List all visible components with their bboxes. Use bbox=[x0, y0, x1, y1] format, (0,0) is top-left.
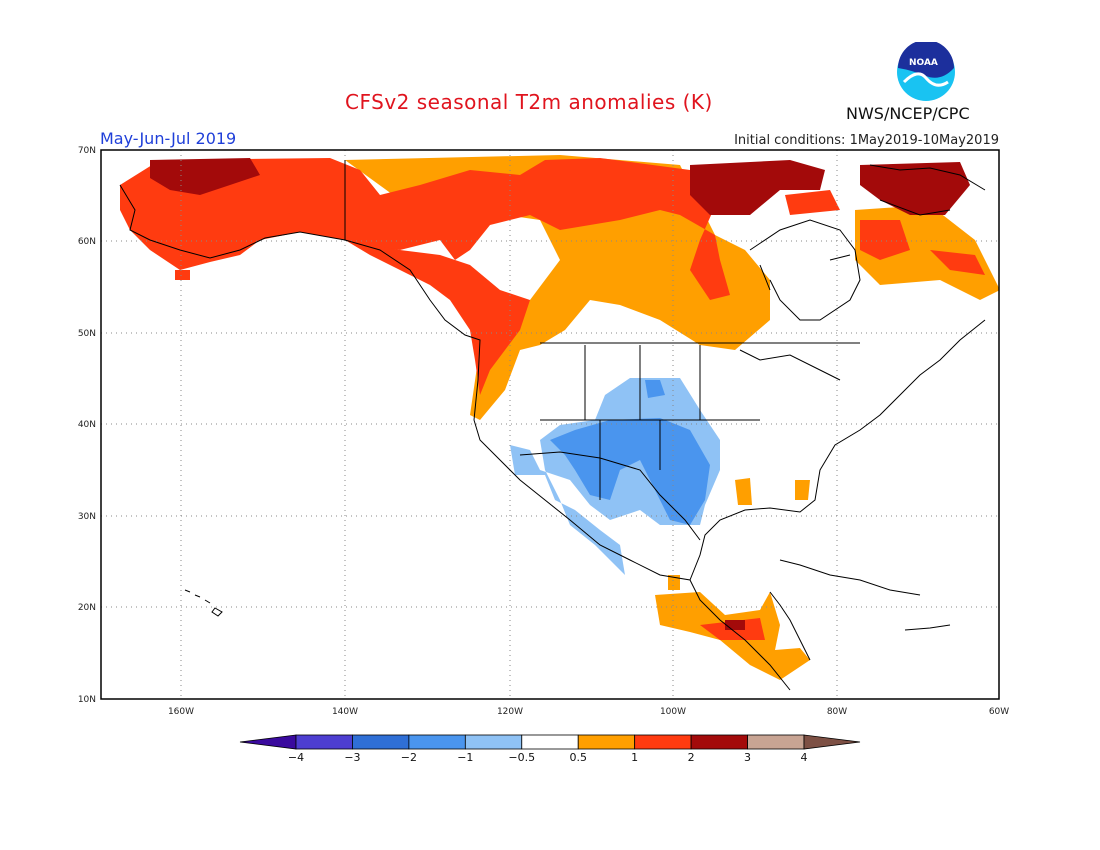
colorbar-tick-label: 3 bbox=[744, 751, 751, 764]
colorbar-tick-label: 2 bbox=[688, 751, 695, 764]
colorbar-swatch bbox=[690, 734, 748, 750]
colorbar-tick-label: −0.5 bbox=[508, 751, 535, 764]
colorbar-tick-label: −3 bbox=[344, 751, 360, 764]
colorbar-swatch bbox=[408, 734, 466, 750]
initial-conditions-label: Initial conditions: 1May2019-10May2019 bbox=[734, 133, 999, 148]
colorbar-tick-label: 4 bbox=[801, 751, 808, 764]
agency-label: NWS/NCEP/CPC bbox=[846, 104, 970, 123]
lat-label-30n: 30N bbox=[78, 512, 96, 522]
plot-frame bbox=[100, 149, 1000, 700]
colorbar: −4 −3 −2 −1 −0.5 0.5 1 2 3 4 bbox=[239, 734, 861, 764]
colorbar-tick-label: 1 bbox=[631, 751, 638, 764]
lat-label-20n: 20N bbox=[78, 603, 96, 613]
colorbar-arrow-right bbox=[803, 734, 861, 750]
map-title: CFSv2 seasonal T2m anomalies (K) bbox=[345, 90, 713, 114]
colorbar-tick-label: 0.5 bbox=[569, 751, 587, 764]
lat-label-70n: 70N bbox=[78, 146, 96, 156]
lon-label-60w: 60W bbox=[989, 707, 1009, 717]
lat-label-50n: 50N bbox=[78, 329, 96, 339]
longitude-labels: 160W 140W 120W 100W 80W 60W bbox=[168, 707, 1009, 717]
colorbar-swatch bbox=[577, 734, 636, 750]
coastlines bbox=[119, 160, 986, 691]
anomaly-fill-darkred bbox=[150, 158, 970, 630]
colorbar-tick-label: −1 bbox=[457, 751, 473, 764]
colorbar-swatch bbox=[747, 734, 805, 750]
anomaly-shading bbox=[120, 155, 999, 680]
lon-label-100w: 100W bbox=[660, 707, 686, 717]
colorbar-swatch bbox=[352, 734, 410, 750]
noaa-logo: NOAA bbox=[896, 40, 956, 102]
hawaii-islands bbox=[184, 589, 223, 617]
colorbar-tick-label: −4 bbox=[288, 751, 304, 764]
colorbar-swatch bbox=[464, 734, 523, 750]
lat-label-10n: 10N bbox=[78, 695, 96, 705]
colorbar-swatch bbox=[634, 734, 692, 750]
anomaly-fill-blue bbox=[550, 380, 710, 525]
lat-label-40n: 40N bbox=[78, 420, 96, 430]
colorbar-swatch bbox=[521, 734, 579, 750]
anomaly-fill-red bbox=[120, 158, 985, 640]
colorbar-arrow-left bbox=[239, 734, 297, 750]
latitude-labels: 70N 60N 50N 40N 30N 20N 10N bbox=[78, 146, 96, 705]
lon-label-120w: 120W bbox=[497, 707, 523, 717]
season-label: May-Jun-Jul 2019 bbox=[100, 129, 237, 148]
noaa-logo-text: NOAA bbox=[909, 58, 938, 68]
lon-label-80w: 80W bbox=[827, 707, 847, 717]
lat-label-60n: 60N bbox=[78, 237, 96, 247]
lon-label-160w: 160W bbox=[168, 707, 194, 717]
colorbar-swatch bbox=[295, 734, 353, 750]
colorbar-tick-label: −2 bbox=[401, 751, 417, 764]
lon-label-140w: 140W bbox=[332, 707, 358, 717]
